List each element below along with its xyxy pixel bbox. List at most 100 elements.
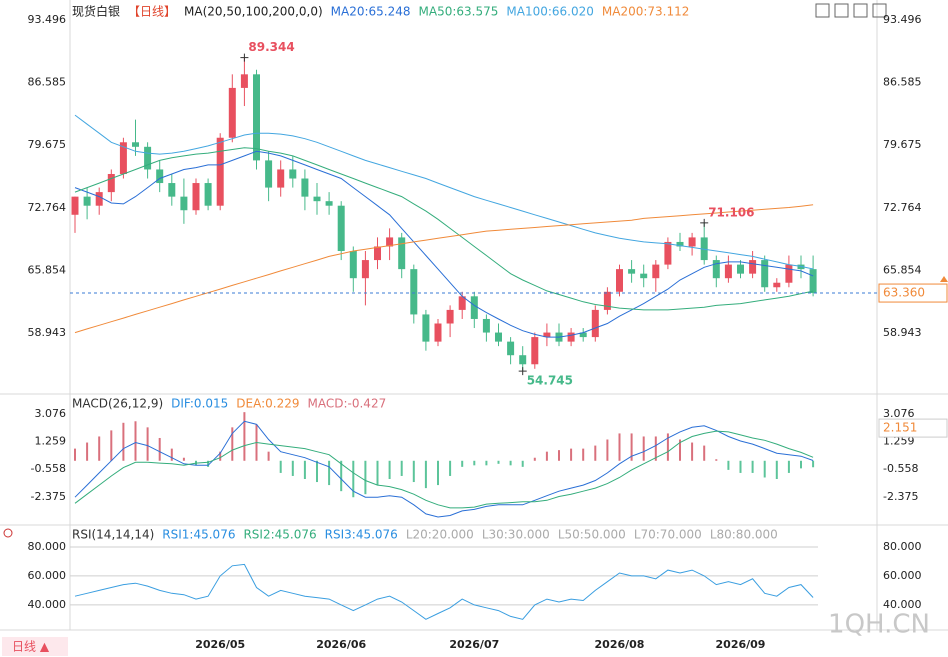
watermark: 1QH.CN [828, 610, 930, 640]
y-tick-label: -0.558 [31, 462, 66, 475]
candle-body [482, 318, 490, 333]
annotation-label: 89.344 [248, 40, 294, 54]
candle-body [519, 355, 527, 365]
candle-body [216, 137, 224, 206]
series-line [74, 147, 814, 311]
candle-body [265, 160, 273, 188]
candle-body [289, 169, 297, 179]
candle-body [410, 269, 418, 315]
y-tick-label: 1.259 [35, 435, 67, 448]
legend-item: MA200:73.112 [602, 5, 690, 19]
legend-item: DEA:0.229 [236, 397, 299, 411]
candle-body [579, 332, 587, 338]
candle-body [422, 314, 430, 342]
candle-body [156, 169, 164, 184]
x-tick-label: 2026/09 [716, 638, 766, 651]
candle-body [652, 264, 660, 279]
y-tick-label: 60.000 [28, 569, 67, 582]
candle-body [168, 183, 176, 197]
y-tick-label: 80.000 [28, 540, 67, 553]
candle-body [664, 241, 672, 265]
candle-body [495, 332, 502, 342]
candle-body [809, 269, 817, 294]
y-tick-label: 40.000 [28, 598, 67, 611]
y-tick-label-right: 93.496 [883, 13, 922, 26]
legend-item: RSI(14,14,14) [72, 528, 154, 542]
legend-item: MACD:-0.427 [308, 397, 387, 411]
tool-button[interactable] [853, 3, 868, 18]
y-tick-label: -2.375 [31, 490, 66, 503]
candle-body [688, 237, 696, 247]
candle-body [386, 237, 394, 247]
candle-body [374, 246, 381, 261]
tool-button[interactable] [834, 3, 849, 18]
candle-body [95, 192, 103, 206]
candle-body [313, 196, 321, 202]
y-tick-label-right: -0.558 [883, 462, 918, 475]
candle-body [531, 337, 539, 365]
candle-body [470, 296, 478, 319]
legend-item: DIF:0.015 [171, 397, 228, 411]
period-button-bg[interactable] [2, 637, 68, 656]
candle-body [132, 142, 139, 147]
candle-body [603, 291, 611, 310]
last-price-box [878, 283, 948, 303]
candle-body [543, 332, 551, 338]
x-tick-label: 2026/05 [195, 638, 245, 651]
candle-body [228, 87, 236, 138]
legend-item: RSI1:45.076 [162, 528, 235, 542]
candle-body [591, 309, 599, 338]
y-tick-label: 3.076 [35, 407, 67, 420]
candle-body [773, 282, 781, 288]
legend-item: RSI2:45.076 [243, 528, 316, 542]
series-line [74, 114, 814, 270]
legend-item: MA50:63.575 [419, 5, 499, 19]
candle-body [749, 260, 757, 274]
candle-body [446, 309, 454, 324]
candle-body [325, 201, 333, 206]
candle-body [724, 264, 732, 279]
candle-body [107, 173, 115, 193]
series-line [74, 563, 814, 620]
last-price-arrow [940, 276, 948, 283]
y-tick-label: 65.854 [28, 263, 67, 276]
period-label: 【日线】 [128, 5, 176, 19]
settings-icon[interactable] [3, 528, 13, 538]
annotation-label: 71.106 [708, 205, 754, 219]
y-tick-label-right: 1.259 [883, 435, 915, 448]
y-tick-label-right: 79.675 [883, 138, 922, 151]
legend-item: L30:30.000 [482, 528, 550, 542]
y-tick-label-right: 58.943 [883, 326, 922, 339]
series-line [74, 150, 814, 338]
candle-body [144, 146, 152, 170]
candle-body [712, 260, 720, 279]
marker-label: 2.151 [883, 421, 917, 435]
candle-body [785, 264, 793, 283]
tool-button[interactable] [815, 3, 830, 18]
candle-body [761, 260, 769, 288]
y-tick-label-right: -2.375 [883, 490, 918, 503]
x-tick-label: 2026/06 [316, 638, 366, 651]
candle-body [458, 296, 466, 310]
y-tick-label-right: 60.000 [883, 569, 922, 582]
candle-body [83, 196, 91, 206]
legend-item: MA100:66.020 [506, 5, 594, 19]
marker-box [878, 418, 948, 438]
candle-body [434, 323, 442, 342]
y-tick-label: 58.943 [28, 326, 67, 339]
tool-button[interactable] [872, 3, 887, 18]
y-tick-label-right: 72.764 [883, 201, 922, 214]
legend-item: L50:50.000 [558, 528, 626, 542]
candle-body [240, 74, 248, 88]
x-tick-label: 2026/08 [595, 638, 645, 651]
candle-body [628, 269, 636, 274]
candle-body [398, 237, 406, 270]
candle-body [507, 341, 515, 356]
legend-item: RSI3:45.076 [325, 528, 398, 542]
period-button[interactable]: 日线 ▲ [12, 640, 50, 654]
candle-body [301, 178, 309, 197]
y-tick-label-right: 40.000 [883, 598, 922, 611]
annotation-label: 54.745 [527, 374, 573, 388]
x-tick-label: 2026/07 [449, 638, 499, 651]
